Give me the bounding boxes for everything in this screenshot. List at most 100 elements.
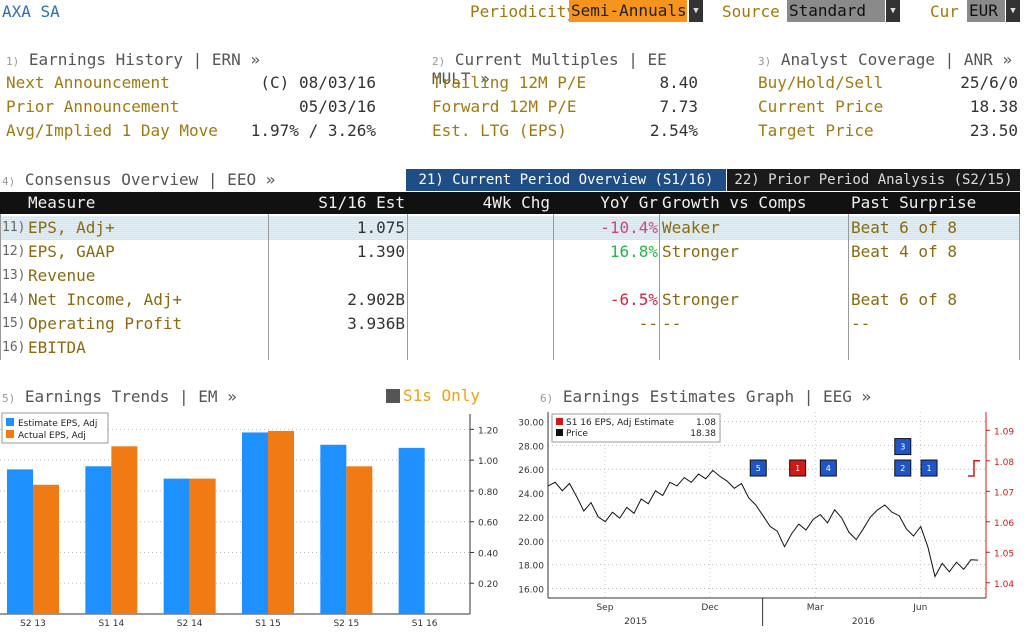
legend-box <box>1 412 109 444</box>
earnings-history-link[interactable]: Earnings History | ERN » <box>28 50 261 69</box>
row-growth: Weaker <box>662 218 720 237</box>
s1s-only-checkbox[interactable] <box>386 389 400 403</box>
currency-chevron-down-icon[interactable]: ▼ <box>1006 0 1020 22</box>
row-measure[interactable]: EPS, GAAP <box>28 242 115 261</box>
table-row[interactable]: 14) Net Income, Adj+ 2.902B -6.5% Strong… <box>0 288 1020 312</box>
current-price-value: 18.38 <box>969 97 1018 116</box>
col-growth-vs-comps[interactable]: Growth vs Comps <box>662 193 807 212</box>
source-chevron-down-icon[interactable]: ▼ <box>886 0 900 22</box>
earnings-trends-link[interactable]: Earnings Trends | EM » <box>24 387 237 406</box>
row-measure[interactable]: Operating Profit <box>28 314 183 333</box>
right-tick-label: 1.06 <box>994 519 1014 529</box>
legend-label: Price <box>566 429 588 439</box>
table-row[interactable]: 13) Revenue <box>0 264 1020 288</box>
left-tick-label: 22.00 <box>518 514 544 524</box>
row-surprise[interactable]: Beat 4 of 8 <box>851 242 957 261</box>
forward-pe-label: Forward 12M P/E <box>432 97 577 116</box>
row-num: 13) <box>2 268 26 283</box>
row-num: 12) <box>2 244 26 259</box>
col-past-surprise[interactable]: Past Surprise <box>851 193 977 212</box>
day-move-label: Avg/Implied 1 Day Move <box>6 121 218 140</box>
row-num: 14) <box>2 292 26 307</box>
earnings-trends-chart[interactable]: 0.20 0.40 0.60 0.80 1.00 1.20 S2 13 S1 14 S2 14 S… <box>0 408 508 630</box>
row-measure[interactable]: Revenue <box>28 266 96 285</box>
right-tick-label: 1.07 <box>994 488 1014 498</box>
analyst-coverage-panel: 3) Analyst Coverage | ANR » Buy/Hold/Sel… <box>758 50 1018 144</box>
legend-swatch <box>6 430 14 438</box>
x-month-label: Jun <box>912 603 927 613</box>
legend-box <box>551 413 721 443</box>
estimate-marker-label: 5 <box>756 464 761 473</box>
row-surprise: -- <box>851 314 871 333</box>
estimate-marker <box>789 459 807 477</box>
y-tick-label: 1.00 <box>478 457 498 467</box>
right-tick-label: 1.09 <box>994 427 1014 437</box>
table-row[interactable]: 16) EBITDA <box>0 336 1020 360</box>
estimate-marker-label: 1 <box>795 464 800 473</box>
col-4wk-chg[interactable]: 4Wk Chg <box>482 193 550 212</box>
row-est: 1.075 <box>356 218 405 237</box>
left-tick-label: 18.00 <box>518 562 544 572</box>
row-yoy: -10.4% <box>600 218 658 237</box>
source-dropdown[interactable]: Standard <box>787 0 885 22</box>
periodicity-dropdown[interactable]: Semi-Annuals <box>569 0 687 22</box>
next-announcement-label: Next Announcement <box>6 73 170 92</box>
row-chg <box>410 240 550 264</box>
table-row[interactable]: 11) EPS, Adj+ 1.075 -10.4% Weaker Beat 6… <box>0 216 1020 240</box>
estimate-series-line <box>968 460 980 477</box>
estimate-marker <box>894 438 912 456</box>
x-tick-label: S1 14 <box>98 619 124 629</box>
col-divider <box>0 214 1 360</box>
row-growth: Stronger <box>662 290 740 309</box>
row-surprise[interactable]: Beat 6 of 8 <box>851 290 957 309</box>
estimate-marker-label: 2 <box>900 464 905 473</box>
current-multiples-link[interactable]: Current Multiples | EE MULT » <box>432 50 667 88</box>
tab-current-period[interactable]: 21) Current Period Overview (S1/16) <box>406 169 726 191</box>
table-row[interactable]: 15) Operating Profit 3.936B -- -- -- <box>0 312 1020 336</box>
current-multiples-num: 2) <box>432 55 446 68</box>
consensus-num: 4) <box>2 175 16 188</box>
row-est: 1.390 <box>356 242 405 261</box>
bar-estimate <box>320 444 347 614</box>
col-est[interactable]: S1/16 Est <box>318 193 405 212</box>
currency-dropdown[interactable]: EUR <box>967 0 1005 22</box>
tab-prior-period[interactable]: 22) Prior Period Analysis (S2/15) <box>727 169 1020 191</box>
periodicity-chevron-down-icon[interactable]: ▼ <box>689 0 703 22</box>
row-measure[interactable]: EBITDA <box>28 338 86 357</box>
col-measure[interactable]: Measure <box>28 193 96 212</box>
row-measure[interactable]: EPS, Adj+ <box>28 218 115 237</box>
source-label: Source <box>722 2 780 21</box>
row-est: 3.936B <box>347 314 405 333</box>
est-ltg-value: 2.54% <box>649 121 698 140</box>
bar-estimate <box>85 466 112 614</box>
earnings-estimates-chart[interactable]: 16.00 18.00 20.00 22.00 24.00 26.00 28.00 30.00… <box>512 408 1024 630</box>
row-num: 11) <box>2 220 26 235</box>
earnings-history-panel: 1) Earnings History | ERN » Next Announc… <box>6 50 376 144</box>
table-row[interactable]: 12) EPS, GAAP 1.390 16.8% Stronger Beat … <box>0 240 1020 264</box>
next-announcement-value: (C) 08/03/16 <box>260 73 376 92</box>
analyst-coverage-link[interactable]: Analyst Coverage | ANR » <box>780 50 1013 69</box>
estimate-marker <box>749 459 767 477</box>
left-tick-label: 16.00 <box>518 585 544 595</box>
y-tick-label: 0.20 <box>478 580 498 590</box>
s1s-only-label[interactable]: S1s Only <box>403 386 481 405</box>
row-surprise[interactable]: Beat 6 of 8 <box>851 218 957 237</box>
x-month-label: Sep <box>596 603 613 613</box>
bar-actual <box>189 478 216 614</box>
bar-estimate <box>7 469 33 614</box>
x-tick-label: S2 14 <box>177 619 203 629</box>
consensus-link[interactable]: Consensus Overview | EEO » <box>24 170 276 189</box>
row-est: 2.902B <box>347 290 405 309</box>
right-tick-label: 1.05 <box>994 549 1014 559</box>
earnings-graph-link[interactable]: Earnings Estimates Graph | EEG » <box>562 387 872 406</box>
day-move-value: 1.97% / 3.26% <box>250 121 376 140</box>
row-measure[interactable]: Net Income, Adj+ <box>28 290 183 309</box>
col-yoy-gr[interactable]: YoY Gr <box>600 193 658 212</box>
x-tick-label: S1 16 <box>412 619 438 629</box>
right-tick-label: 1.08 <box>994 458 1014 468</box>
forward-pe-value: 7.73 <box>659 97 698 116</box>
left-tick-label: 28.00 <box>518 442 544 452</box>
x-year-label: 2015 <box>624 617 647 627</box>
x-tick-label: S1 15 <box>255 619 281 629</box>
consensus-header: 4) Consensus Overview | EEO » <box>2 170 275 189</box>
